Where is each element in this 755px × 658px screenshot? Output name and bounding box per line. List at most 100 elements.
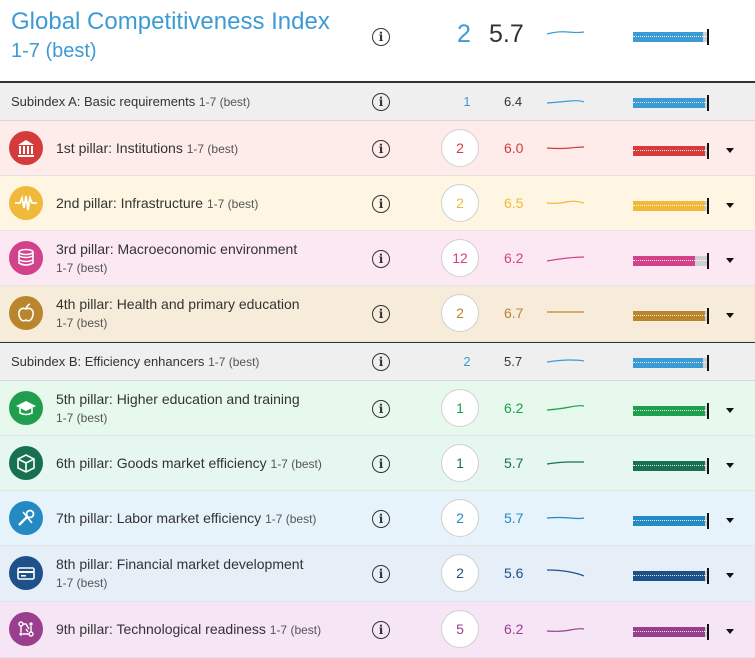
- pillar-score: 6.0: [504, 140, 524, 156]
- pillar-label: 4th pillar: Health and primary education: [56, 296, 300, 312]
- expand-caret-icon[interactable]: [726, 148, 734, 153]
- info-icon[interactable]: i: [372, 305, 390, 323]
- pillar-row-9[interactable]: 9th pillar: Technological readiness 1-7 …: [0, 602, 755, 658]
- info-icon[interactable]: i: [372, 455, 390, 473]
- info-icon[interactable]: i: [372, 93, 390, 111]
- info-icon[interactable]: i: [372, 621, 390, 639]
- pillar-score-bar: [633, 198, 709, 214]
- overall-sparkline: [546, 31, 585, 35]
- expand-caret-icon[interactable]: [726, 463, 734, 468]
- info-icon[interactable]: i: [372, 28, 390, 46]
- info-icon[interactable]: i: [372, 250, 390, 268]
- pillar-row-3[interactable]: 3rd pillar: Macroeconomic environment 1-7…: [0, 231, 755, 286]
- graduation-cap-icon: [9, 391, 43, 425]
- pillar-score: 6.2: [504, 250, 524, 266]
- pillar-score: 6.5: [504, 195, 524, 211]
- pillar-score-bar: [633, 403, 709, 419]
- pillar-scale: 1-7 (best): [56, 411, 108, 425]
- subindex-b-row[interactable]: Subindex B: Efficiency enhancers 1-7 (be…: [0, 342, 755, 381]
- pillar-score-bar: [633, 568, 709, 584]
- pillar-score-bar: [633, 308, 709, 324]
- page-scale: 1-7 (best): [11, 40, 97, 62]
- pillar-score-bar: [633, 458, 709, 474]
- overall-score: 5.7: [489, 20, 524, 48]
- pillar-label: 6th pillar: Goods market efficiency: [56, 455, 267, 471]
- subindex-a-scale: 1-7 (best): [198, 95, 251, 109]
- subindex-b-score-bar: [633, 355, 709, 371]
- pillar-sparkline: [546, 200, 585, 204]
- pillar-row-7[interactable]: 7th pillar: Labor market efficiency 1-7 …: [0, 491, 755, 546]
- pillar-rank: 1: [441, 389, 479, 427]
- pillar-sparkline: [546, 569, 585, 577]
- info-icon[interactable]: i: [372, 140, 390, 158]
- subindex-b-scale: 1-7 (best): [208, 355, 260, 369]
- expand-caret-icon[interactable]: [726, 258, 734, 263]
- subindex-a-score: 6.4: [504, 94, 523, 109]
- pillar-scale: 1-7 (best): [270, 457, 322, 471]
- circuit-icon: [9, 612, 43, 646]
- pillar-row-2[interactable]: 2nd pillar: Infrastructure 1-7 (best) i …: [0, 176, 755, 231]
- expand-caret-icon[interactable]: [726, 629, 734, 634]
- pillar-label: 5th pillar: Higher education and trainin…: [56, 391, 300, 407]
- info-icon[interactable]: i: [372, 565, 390, 583]
- infrastructure-icon: [9, 186, 43, 220]
- info-icon[interactable]: i: [372, 195, 390, 213]
- pillar-rank: 12: [441, 239, 479, 277]
- pillar-label: 9th pillar: Technological readiness: [56, 621, 266, 637]
- pillar-rank: 2: [441, 294, 479, 332]
- pillar-rank: 1: [441, 444, 479, 482]
- pillar-label: 1st pillar: Institutions: [56, 140, 183, 156]
- info-icon[interactable]: i: [372, 353, 390, 371]
- subindex-a-label: Subindex A: Basic requirements: [11, 94, 196, 109]
- pillar-score: 5.7: [504, 455, 524, 471]
- info-icon[interactable]: i: [372, 400, 390, 418]
- pillar-scale: 1-7 (best): [56, 261, 108, 275]
- pillar-label: 8th pillar: Financial market development: [56, 556, 304, 572]
- subindex-a-sparkline: [546, 100, 585, 104]
- pillar-row-1[interactable]: 1st pillar: Institutions 1-7 (best) i 2 …: [0, 121, 755, 176]
- pillar-score: 5.7: [504, 510, 524, 526]
- pillar-scale: 1-7 (best): [186, 142, 239, 156]
- pillar-scale: 1-7 (best): [56, 316, 108, 330]
- pillar-scale: 1-7 (best): [206, 197, 259, 211]
- subindex-b-label: Subindex B: Efficiency enhancers: [11, 354, 205, 369]
- pillar-label: 2nd pillar: Infrastructure: [56, 195, 204, 211]
- subindex-a-rank: 1: [463, 94, 471, 109]
- pillar-score-bar: [633, 143, 709, 159]
- pillar-row-5[interactable]: 5th pillar: Higher education and trainin…: [0, 381, 755, 436]
- expand-caret-icon[interactable]: [726, 518, 734, 523]
- pillar-row-8[interactable]: 8th pillar: Financial market development…: [0, 546, 755, 602]
- pillar-score-bar: [633, 253, 709, 269]
- pillar-label: 3rd pillar: Macroeconomic environment: [56, 241, 298, 257]
- subindex-a-row[interactable]: Subindex A: Basic requirements 1-7 (best…: [0, 82, 755, 121]
- tools-icon: [9, 501, 43, 535]
- info-icon[interactable]: i: [372, 510, 390, 528]
- package-icon: [9, 446, 43, 480]
- pillar-row-4[interactable]: 4th pillar: Health and primary education…: [0, 286, 755, 342]
- expand-caret-icon[interactable]: [726, 573, 734, 578]
- pillar-scale: 1-7 (best): [265, 512, 317, 526]
- pillar-sparkline: [546, 146, 585, 150]
- apple-icon: [9, 296, 43, 330]
- pillar-sparkline: [546, 405, 585, 411]
- pillar-sparkline: [547, 311, 584, 313]
- pillar-score: 6.2: [504, 400, 524, 416]
- expand-caret-icon[interactable]: [726, 203, 734, 208]
- pillar-score-bar: [633, 513, 709, 529]
- pillar-row-6[interactable]: 6th pillar: Goods market efficiency 1-7 …: [0, 436, 755, 491]
- expand-caret-icon[interactable]: [726, 408, 734, 413]
- pillar-rank: 5: [441, 610, 479, 648]
- institution-icon: [9, 131, 43, 165]
- expand-caret-icon[interactable]: [726, 313, 734, 318]
- pillar-score: 6.2: [504, 621, 524, 637]
- pillar-scale: 1-7 (best): [56, 576, 108, 590]
- pillar-sparkline: [546, 516, 585, 520]
- page-title: Global Competitiveness Index: [11, 8, 330, 35]
- subindex-b-sparkline: [546, 359, 585, 363]
- credit-card-icon: [9, 556, 43, 590]
- subindex-b-rank: 2: [463, 354, 471, 369]
- gci-header: Global Competitiveness Index 1-7 (best) …: [0, 0, 755, 82]
- pillar-sparkline: [546, 461, 584, 465]
- overall-rank: 2: [457, 20, 471, 48]
- pillar-score: 5.6: [504, 565, 524, 581]
